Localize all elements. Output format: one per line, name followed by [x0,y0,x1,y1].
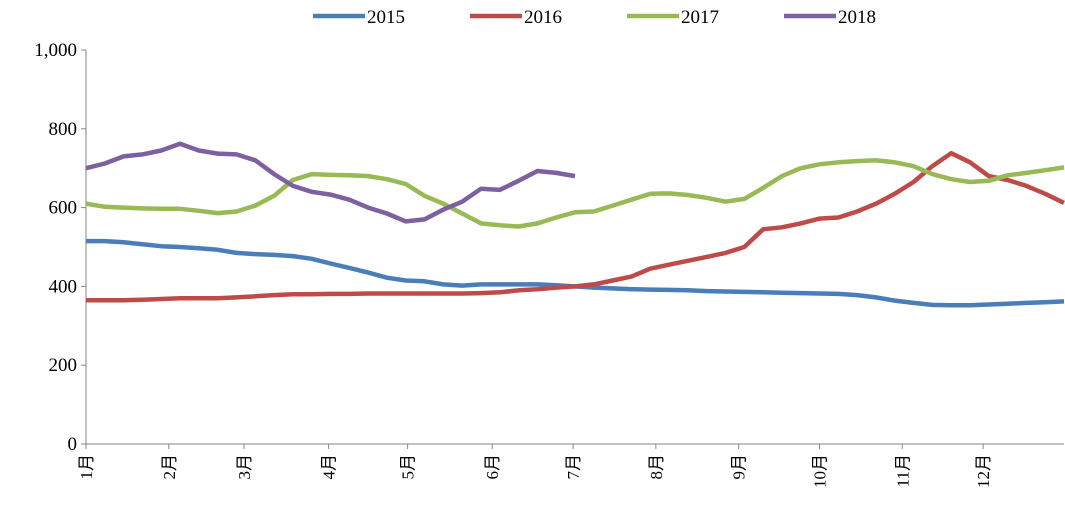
x-tick-label: 12月 [974,454,993,488]
x-tick-label: 6月 [483,454,502,480]
x-tick-label: 8月 [647,454,666,480]
legend-label: 2017 [681,7,719,28]
y-tick-label: 200 [49,355,78,376]
series-line [85,158,1065,229]
legend-label: 2016 [524,7,562,28]
x-tick-label: 7月 [564,454,583,480]
x-tick-label: 2月 [160,454,179,480]
x-tick-label: 3月 [235,454,254,480]
x-tick-label: 1月 [77,454,96,480]
y-tick-label: 600 [49,198,78,219]
series-line [85,141,576,224]
y-tick-label: 800 [49,119,78,140]
y-tick-label: 400 [49,276,78,297]
x-tick-label: 9月 [730,454,749,480]
y-tick-label: 1,000 [34,40,77,61]
y-tick-label: 0 [68,434,78,455]
series-line [86,150,1065,303]
legend-label: 2015 [367,7,405,28]
legend-label: 2018 [838,7,876,28]
x-tick-label: 10月 [811,454,830,488]
x-tick-label: 5月 [399,454,418,480]
x-tick-label: 4月 [320,454,339,480]
x-tick-label: 11月 [893,454,912,487]
